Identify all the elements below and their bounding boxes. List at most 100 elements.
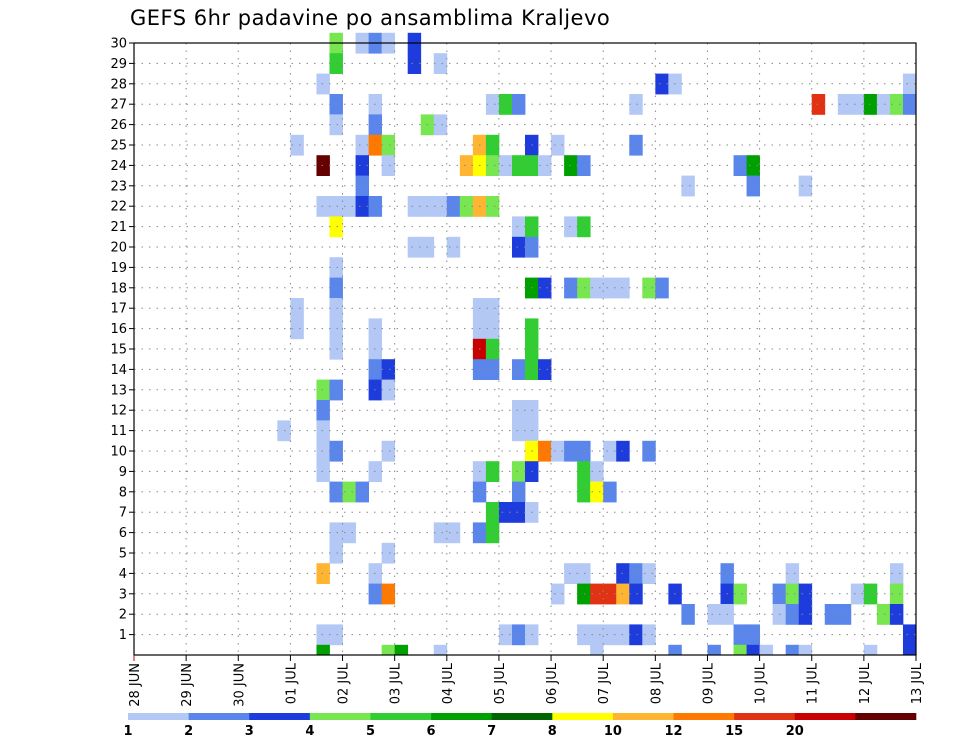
heatmap-cell [329, 338, 343, 360]
heatmap-cell [498, 502, 513, 523]
heatmap-cell [577, 481, 591, 503]
y-tick-label: 4 [119, 567, 127, 582]
heatmap-cell [329, 481, 343, 503]
heatmap-cell [381, 379, 396, 401]
colorbar-swatch [249, 713, 311, 720]
heatmap-cell [485, 94, 500, 115]
heatmap-cell [355, 196, 369, 217]
y-tick-label: 23 [110, 179, 127, 194]
heatmap-cell [355, 155, 369, 176]
colorbar-label: 10 [604, 724, 622, 739]
colorbar-swatch [673, 713, 735, 720]
colorbar-label: 1 [123, 724, 132, 739]
y-tick-label: 7 [119, 506, 127, 521]
y-tick-label: 30 [110, 37, 127, 52]
y-tick-label: 16 [110, 322, 127, 337]
heatmap-cell [407, 236, 422, 258]
heatmap-cell [538, 277, 552, 299]
heatmap-cell [590, 461, 604, 482]
heatmap-cell [538, 155, 552, 176]
y-tick-label: 26 [110, 118, 127, 133]
heatmap-cell [590, 277, 604, 299]
heatmap-cell [746, 624, 760, 646]
heatmap-cell [485, 338, 500, 360]
y-tick-label: 11 [110, 424, 127, 439]
heatmap-cell [316, 155, 330, 176]
heatmap-cell [889, 604, 904, 625]
heatmap-cell [889, 563, 904, 584]
heatmap-cell [642, 563, 656, 584]
heatmap-cell [876, 604, 891, 625]
heatmap-cell [785, 604, 800, 625]
heatmap-cell [511, 481, 526, 503]
heatmap-cell [316, 420, 330, 442]
y-tick-label: 28 [110, 77, 127, 92]
heatmap-cell [564, 216, 578, 238]
heatmap-cell [603, 481, 617, 503]
heatmap-cell [642, 440, 656, 462]
heatmap-cell [577, 155, 591, 176]
heatmap-cell [577, 461, 591, 482]
heatmap-cell [485, 298, 500, 319]
heatmap-cell [603, 583, 617, 605]
heatmap-cell [485, 502, 500, 523]
heatmap-cell [498, 155, 513, 176]
heatmap-cell [811, 94, 826, 115]
heatmap-cell [577, 216, 591, 238]
heatmap-cell [837, 94, 852, 115]
colorbar-label: 15 [725, 724, 743, 739]
heatmap-cell [329, 114, 343, 136]
heatmap-cell [538, 359, 552, 380]
x-tick-label: 07 JUL [597, 662, 612, 704]
colorbar-label: 7 [487, 724, 496, 739]
heatmap-cell [889, 94, 904, 115]
heatmap-cell [485, 522, 500, 544]
x-tick-label: 02 JUL [337, 662, 352, 704]
heatmap-cell [394, 644, 409, 656]
heatmap-cell [459, 155, 474, 176]
heatmap-cell [446, 236, 461, 258]
heatmap-cell [681, 604, 695, 625]
colorbar-swatch [855, 713, 917, 720]
heatmap-cell [316, 73, 330, 95]
heatmap-cell [433, 196, 448, 217]
x-tick-label: 03 JUL [389, 662, 404, 704]
heatmap-cell [498, 94, 513, 115]
heatmap-cell [733, 644, 747, 656]
heatmap-cell [459, 196, 474, 217]
heatmap-cell [511, 94, 526, 115]
heatmap-cell [746, 175, 760, 197]
colorbar-label: 3 [245, 724, 254, 739]
heatmap-cell [798, 604, 813, 625]
heatmap-cell [603, 440, 617, 462]
heatmap-cell [889, 583, 904, 605]
heatmap-cell [577, 624, 591, 646]
x-tick-label: 08 JUL [649, 662, 664, 704]
heatmap-cell [629, 94, 643, 115]
heatmap-cell [707, 644, 721, 656]
heatmap-cell [485, 155, 500, 176]
y-tick-label: 8 [119, 485, 127, 500]
colorbar-label: 20 [786, 724, 804, 739]
heatmap-cell [329, 94, 343, 115]
heatmap-cell [329, 318, 343, 340]
heatmap-cell [863, 94, 878, 115]
heatmap-cell [642, 624, 656, 646]
heatmap-cell [876, 94, 891, 115]
colorbar-swatch [370, 713, 432, 720]
heatmap-cell [551, 134, 565, 156]
heatmap-cell [511, 400, 526, 421]
y-tick-label: 2 [119, 608, 127, 623]
y-tick-label: 3 [119, 587, 127, 602]
heatmap-cell [902, 624, 917, 646]
colorbar-swatch [188, 713, 250, 720]
heatmap-cell [668, 644, 682, 656]
heatmap-cell [538, 440, 552, 462]
heatmap-cell [381, 134, 396, 156]
heatmap-cell [603, 624, 617, 646]
x-tick-label: 28 JUN [128, 663, 143, 707]
colorbar-swatch [128, 713, 189, 720]
colorbar: 1 2 3 4 5 6 7 8 10 12 15 20 [123, 713, 917, 739]
heatmap-cell [511, 502, 526, 523]
